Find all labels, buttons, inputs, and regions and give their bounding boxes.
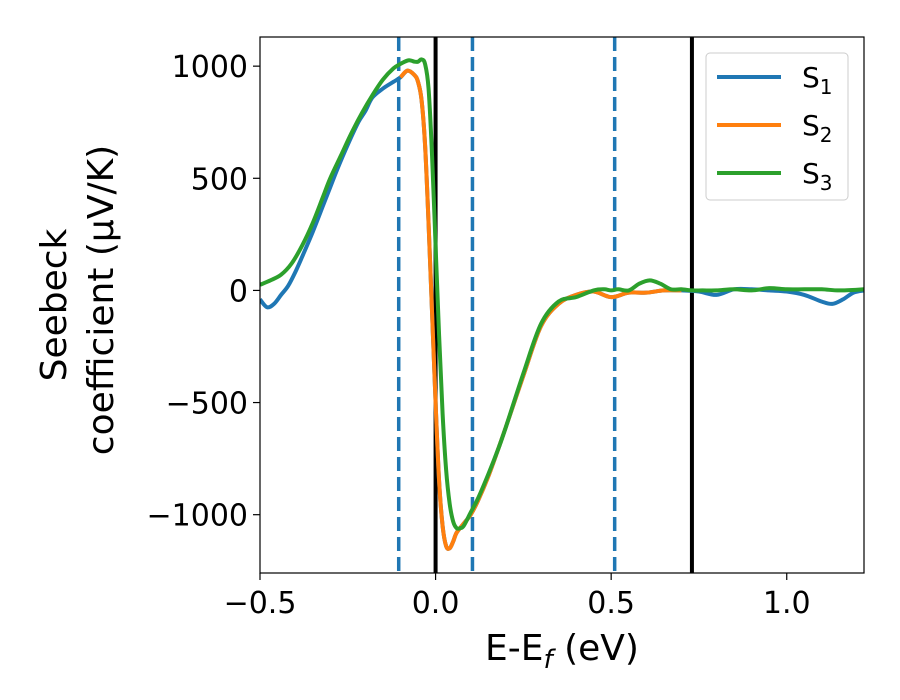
y-axis-label: Seebeck coefficient (μV/K)	[34, 145, 122, 455]
legend-label-s3: S3	[802, 157, 833, 195]
y-tick-label: −1000	[147, 499, 248, 534]
y-axis-label-line1: Seebeck	[34, 228, 75, 381]
series-line-s2	[398, 68, 682, 551]
y-axis-ticks: 1000 500 0 −500 −1000	[147, 50, 260, 534]
y-tick-label: −500	[166, 387, 248, 422]
legend: S1 S2 S3	[705, 52, 849, 201]
x-axis-ticks: −0.5 0.0 0.5 1.0	[224, 573, 811, 621]
x-axis-label-main: E-E	[485, 628, 543, 669]
y-tick-label: 0	[229, 274, 248, 309]
legend-label-s1: S1	[802, 61, 833, 99]
reference-lines	[396, 37, 694, 573]
x-tick-label: −0.5	[224, 586, 297, 621]
series-layer	[260, 57, 864, 551]
x-tick-label: 0.0	[412, 586, 460, 621]
y-axis-label-line2: coefficient (μV/K)	[81, 145, 122, 455]
series-line-s3	[260, 57, 864, 531]
x-tick-label: 1.0	[763, 586, 811, 621]
x-axis-label-unit: (eV)	[553, 628, 639, 669]
legend-label-s2: S2	[802, 109, 833, 147]
x-axis-label: E-Ef (eV)	[485, 628, 639, 675]
plot-frame	[259, 36, 865, 574]
x-tick-label: 0.5	[587, 586, 635, 621]
y-tick-label: 1000	[172, 50, 248, 85]
y-tick-label: 500	[191, 162, 248, 197]
